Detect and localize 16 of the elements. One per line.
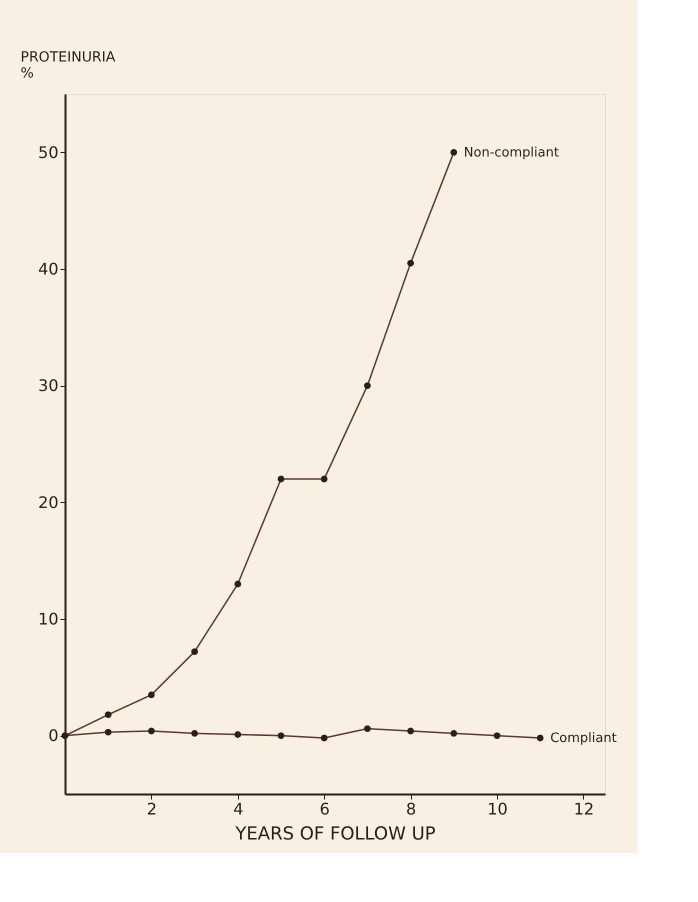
y-tick-label: 50	[38, 142, 58, 162]
x-tick-label: 8	[406, 800, 416, 818]
x-tick-label: 4	[233, 800, 244, 818]
x-axis-title: YEARS OF FOLLOW UP	[234, 824, 436, 844]
series-label: Non-compliant	[464, 145, 559, 160]
y-tick-label: 20	[38, 492, 58, 512]
x-tick-label: 6	[320, 800, 330, 818]
y-tick-label: 10	[38, 610, 58, 628]
series-label: Compliant	[550, 731, 617, 746]
y-axis-title: PROTEINURIA %	[20, 50, 116, 82]
y-tick-label: 40	[38, 260, 58, 278]
y-tick-label: 0	[48, 726, 58, 746]
x-tick-label: 12	[574, 800, 594, 818]
x-tick-label: 10	[487, 800, 508, 818]
y-tick-label: 30	[38, 376, 58, 396]
x-tick-label: 2	[146, 800, 157, 818]
